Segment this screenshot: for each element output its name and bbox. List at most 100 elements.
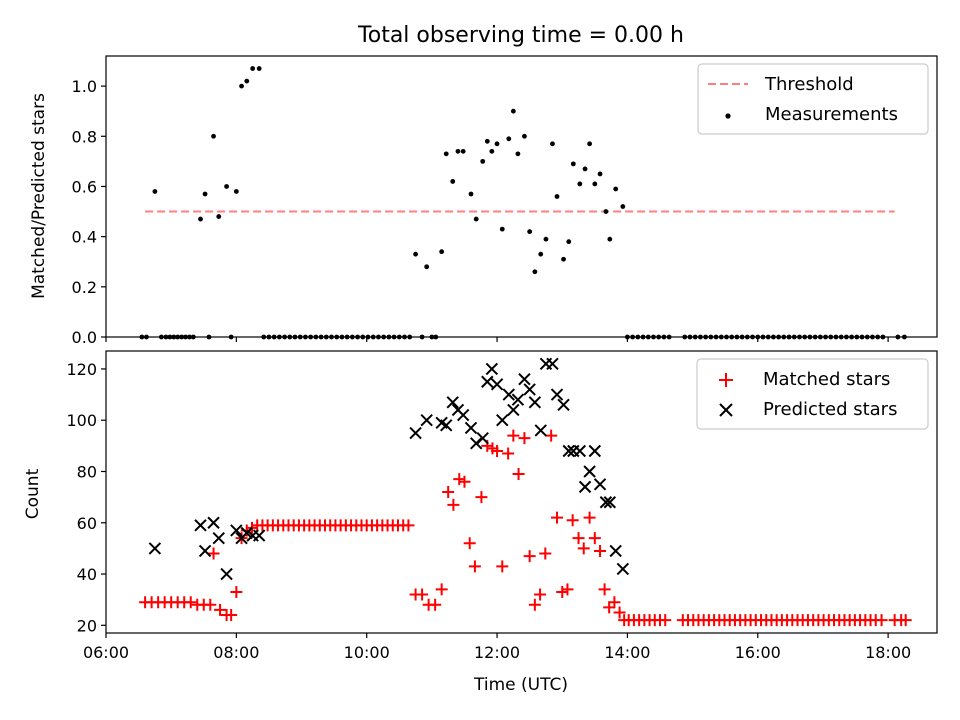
measurement-point <box>570 161 576 167</box>
y-tick-label: 0.8 <box>72 127 97 146</box>
predicted-stars-point <box>490 378 504 391</box>
predicted-stars-point <box>496 414 509 427</box>
measurement-point <box>455 148 461 154</box>
predicted-stars-point <box>464 421 478 435</box>
measurement-point <box>473 216 479 222</box>
matched-stars-point <box>594 544 607 557</box>
measurement-point <box>250 66 256 71</box>
matched-stars-point <box>613 606 626 619</box>
matched-stars-point <box>502 447 515 460</box>
legend-predicted-swatch <box>719 403 733 417</box>
top-x-axis <box>105 337 889 342</box>
y-tick-label: 100 <box>66 411 97 430</box>
y-tick-label: 60 <box>77 514 97 533</box>
predicted-stars-point <box>578 480 592 494</box>
bottom-legend-box <box>696 358 929 430</box>
measurement-point <box>527 229 533 235</box>
top-legend: Threshold Measurements <box>697 63 929 135</box>
predicted-stars-point <box>518 372 531 386</box>
legend-threshold-label: Threshold <box>764 74 854 95</box>
measurement-point <box>224 184 229 189</box>
measurement-point <box>198 216 203 222</box>
measurement-point <box>506 136 512 142</box>
predicted-stars-point <box>562 444 575 458</box>
y-tick-label: 120 <box>66 360 97 379</box>
matched-stars-point <box>899 614 912 627</box>
legend-predicted-label: Predicted stars <box>763 399 897 420</box>
top-y-axis-label: Matched/Predicted stars <box>29 93 49 299</box>
matched-stars-point <box>556 585 569 598</box>
x-axis-label: Time (UTC) <box>473 675 568 695</box>
matched-stars-point <box>528 598 541 611</box>
measurement-point <box>561 256 566 262</box>
predicted-stars-point <box>609 544 622 558</box>
predicted-stars-point <box>588 444 602 458</box>
measurement-point <box>450 179 456 184</box>
predicted-stars-point <box>485 362 499 376</box>
matched-stars-point <box>598 583 611 596</box>
measurement-point <box>550 141 555 147</box>
predicted-stars-point <box>557 398 570 412</box>
matched-stars-point <box>659 614 672 627</box>
x-tick-label: 16:00 <box>735 643 781 662</box>
predicted-stars-point <box>546 357 559 371</box>
x-tick-label: 12:00 <box>474 643 520 662</box>
predicted-stars-point <box>198 544 212 558</box>
matched-stars-point <box>225 609 238 622</box>
matched-stars-point <box>603 601 616 614</box>
predicted-stars-point <box>207 516 220 529</box>
matched-stars-point <box>572 532 585 545</box>
measurement-point <box>239 83 244 89</box>
measurement-point <box>256 66 262 71</box>
x-tick-label: 06:00 <box>83 643 129 662</box>
measurement-point <box>233 189 239 194</box>
matched-stars-point <box>184 596 197 609</box>
measurement-point <box>603 209 609 214</box>
predicted-stars-point <box>220 567 233 581</box>
top-axes-frame <box>105 55 938 338</box>
measurement-point <box>607 236 613 242</box>
y-tick-label: 0.0 <box>72 328 97 347</box>
matched-stars-point <box>507 429 520 442</box>
chart-title: Total observing time = 0.00 h <box>357 23 684 48</box>
predicted-stars-point <box>573 444 587 458</box>
matched-stars-point <box>204 598 217 611</box>
predicted-stars-point <box>502 388 515 401</box>
matched-stars-point <box>463 537 476 550</box>
measurement-point <box>566 239 572 245</box>
predicted-stars-point <box>534 424 547 437</box>
measurement-point <box>424 264 430 270</box>
matched-stars-point <box>875 614 888 627</box>
legend-matched-swatch <box>719 373 733 387</box>
predicted-stars-point <box>420 414 433 427</box>
measurement-point <box>613 186 619 192</box>
predicted-stars-point <box>511 393 525 406</box>
measurement-point <box>543 236 549 242</box>
measurement-point <box>592 181 598 187</box>
measurement-point <box>460 148 466 154</box>
matched-stars-point <box>442 486 455 498</box>
matched-stars-point <box>429 598 442 611</box>
matched-stars-point <box>566 514 579 527</box>
predicted-stars-point <box>550 388 564 401</box>
matched-stars-point <box>512 468 525 481</box>
measurement-point <box>484 138 490 144</box>
legend-measurements-swatch <box>725 113 731 119</box>
bottom-y-axis-label: Count <box>23 468 43 519</box>
matched-stars-point <box>453 473 466 486</box>
measurement-point <box>522 133 527 139</box>
matched-stars-point <box>583 511 596 524</box>
matched-stars-point <box>416 588 429 601</box>
predicted-stars-point <box>593 478 607 491</box>
bottom-legend: Matched stars Predicted stars <box>696 358 929 430</box>
bottom-y-axis: 20 40 60 80 100 120 <box>66 360 106 635</box>
measurement-point <box>468 191 474 197</box>
predicted-stars-point <box>507 403 520 417</box>
predicted-stars-point <box>409 426 422 440</box>
legend-measurements-label: Measurements <box>765 104 898 125</box>
predicted-stars-point <box>456 408 470 422</box>
measurement-point <box>577 181 583 187</box>
matched-stars-point <box>402 519 415 532</box>
matched-stars-point <box>539 547 552 560</box>
